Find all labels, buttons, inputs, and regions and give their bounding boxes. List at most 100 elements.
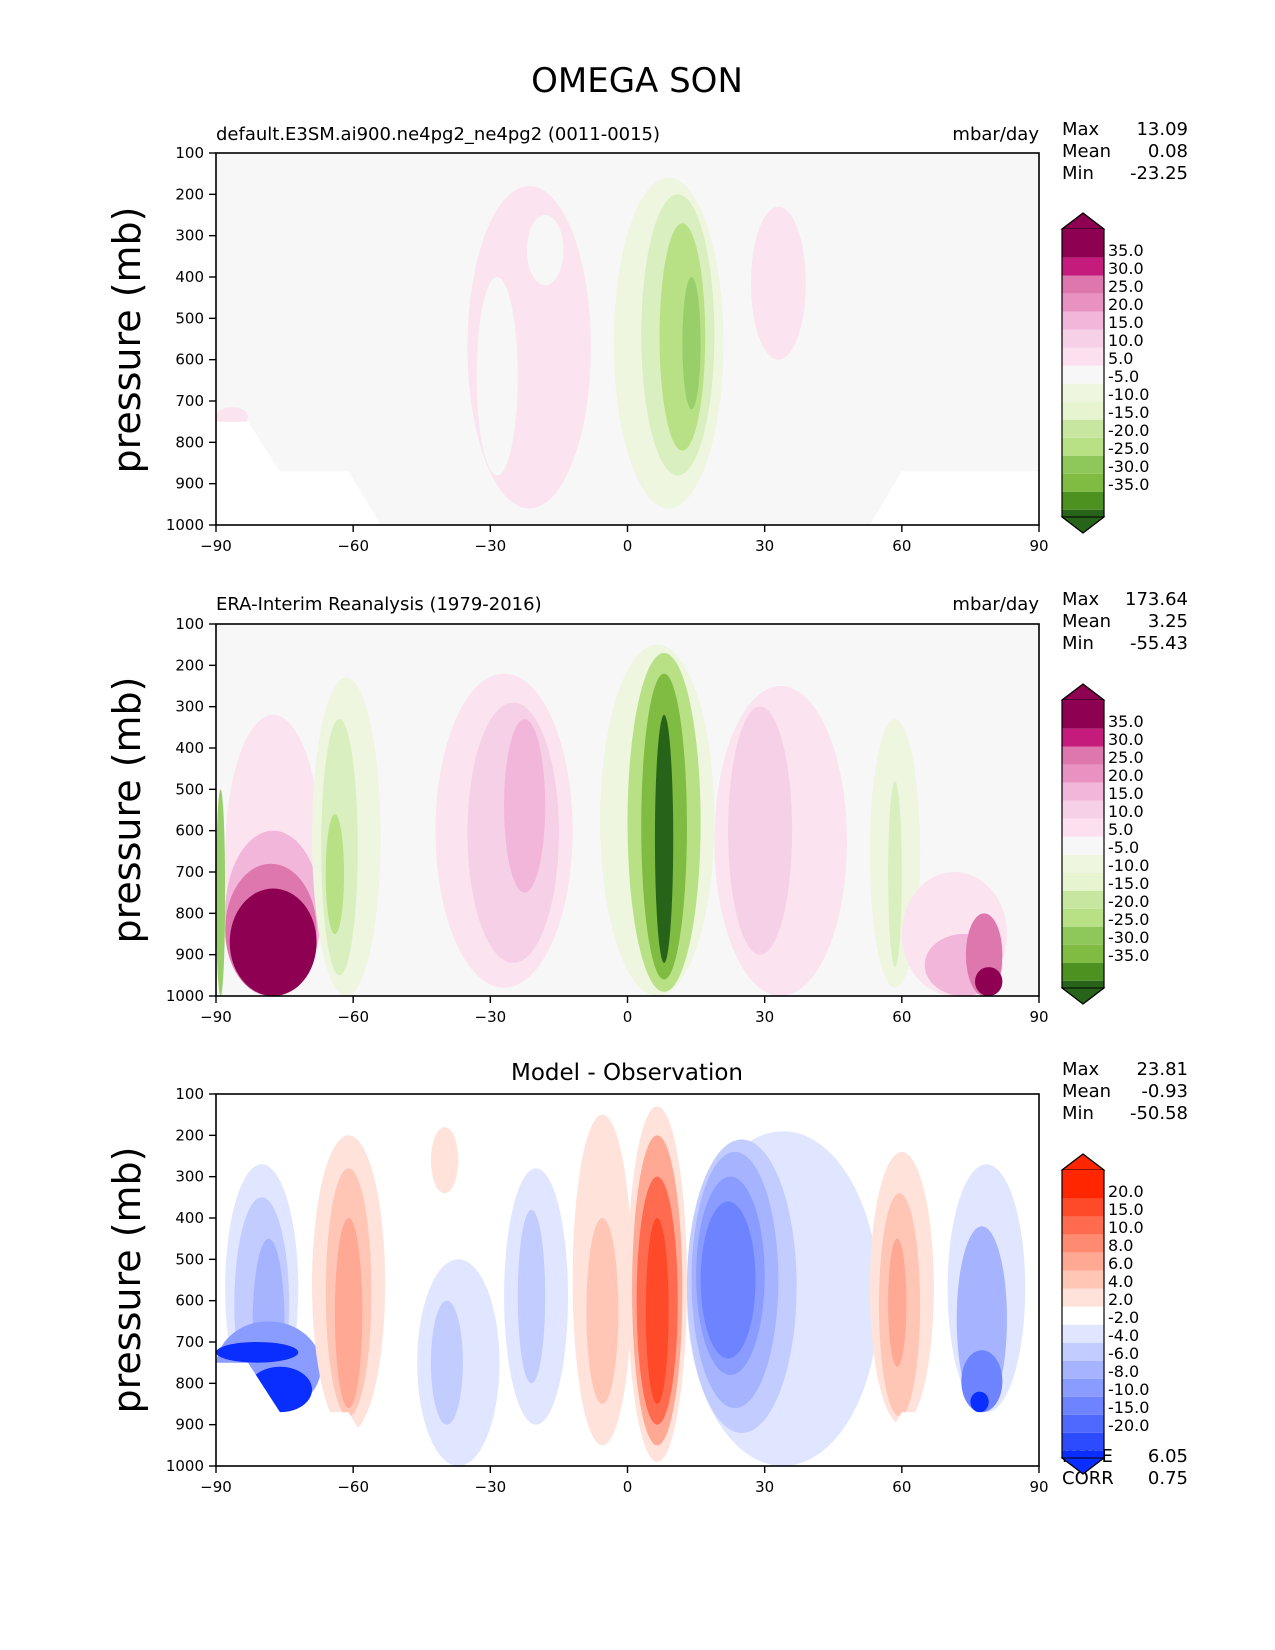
colorbar-tick-label: -5.0 [1108,838,1139,857]
panel-2-xtick-label: 60 [892,1008,911,1026]
colorbar-tick-label: -15.0 [1108,874,1149,893]
colorbar-swatch [1062,1360,1104,1379]
colorbar-swatch [1062,437,1104,456]
colorbar-tick-label: 10.0 [1108,802,1144,821]
panel-1-xtick-label: 0 [623,537,633,555]
panel-3-contour-30 [961,1350,1003,1413]
panel-3-topography-mask-1 [869,1412,1039,1466]
panel-1-ytick-label: 200 [175,185,204,203]
panel-2-ytick-label: 700 [175,863,204,881]
panel-1-contours [216,177,806,509]
panel-1-contour-1 [476,277,518,476]
panel-3-contour-10 [430,1300,463,1425]
panel-1-colorbar: 35.030.025.020.015.010.05.0-5.0-10.0-15.… [1060,212,1149,534]
panel-3-ytick-label: 1000 [166,1457,204,1475]
colorbar-swatch [1062,311,1104,330]
panel-3-ytick-label: 400 [175,1209,204,1227]
panel-2-contour-4 [216,789,226,996]
colorbar-tick-label: 25.0 [1108,277,1144,296]
colorbar-tick-label: 5.0 [1108,349,1133,368]
colorbar-tick-label: -10.0 [1108,385,1149,404]
colorbar-frame [1061,1153,1105,1475]
colorbar-tick-label: -20.0 [1108,1416,1149,1435]
colorbar-tick-label: -25.0 [1108,910,1149,929]
colorbar-tick-label: 15.0 [1108,784,1144,803]
panel-2-xtick-label: −60 [337,1008,369,1026]
panel-2-contour-22 [974,967,1003,996]
colorbar-swatch [1062,908,1104,927]
colorbar-swatch [1062,455,1104,474]
panel-3-stat-min-value: -50.58 [1130,1103,1188,1124]
panel-2-contour-10 [504,719,546,893]
colorbar-swatch [1062,1396,1104,1415]
colorbar-tick-label: -4.0 [1108,1326,1139,1345]
panel-3-xtick-label: −30 [475,1478,507,1496]
panel-3-ytick-label: 900 [175,1416,204,1434]
colorbar-swatch [1062,275,1104,294]
panel-3-xtick-label: 90 [1029,1478,1048,1496]
colorbar-swatch [1062,1216,1104,1235]
panel-2-y-ticks: 100 200 300 400 500 600 700 800 900 1000 [166,615,216,1005]
panel-2-ytick-label: 1000 [166,987,204,1005]
panel-1-units: mbar/day [952,124,1039,145]
panel-2-ytick-label: 100 [175,615,204,633]
panel-1-ytick-label: 400 [175,268,204,286]
panel-2-stat-max-value: 173.64 [1125,589,1188,610]
colorbar-swatch [1062,944,1104,963]
colorbar-tick-label: -15.0 [1108,403,1149,422]
colorbar-swatch [1062,1170,1104,1199]
panel-2-xtick-label: 90 [1029,1008,1048,1026]
colorbar-tick-label: 35.0 [1108,712,1144,731]
panel-2-ytick-label: 800 [175,904,204,922]
panel-3-x-ticks: −90 −60 −30 0 30 60 90 [200,1466,1049,1496]
colorbar-tick-label: -25.0 [1108,439,1149,458]
panel-1-title: default.E3SM.ai900.ne4pg2_ne4pg2 (0011-0… [216,124,660,145]
panel-2-ytick-label: 300 [175,698,204,716]
panel-3-rmse-value: 6.05 [1148,1446,1188,1467]
colorbar-tick-label: -5.0 [1108,367,1139,386]
panel-3-ytick-label: 700 [175,1333,204,1351]
panel-3-ytick-label: 300 [175,1168,204,1186]
colorbar-tick-label: 4.0 [1108,1272,1133,1291]
colorbar-extend-max [1060,683,1106,701]
colorbar-swatch [1062,347,1104,366]
panel-2-x-ticks: −90 −60 −30 0 30 60 90 [200,996,1049,1026]
panel-2-ytick-label: 600 [175,822,204,840]
panel-3-contour-15 [586,1218,619,1404]
panel-3-contours [216,1106,1026,1466]
colorbar-tick-label: 25.0 [1108,748,1144,767]
colorbar-tick-label: 2.0 [1108,1290,1133,1309]
colorbar-tick-label: 10.0 [1108,331,1144,350]
colorbar-swatch [1062,1252,1104,1271]
panel-1-ytick-label: 100 [175,144,204,162]
panel-2-colorbar: 35.030.025.020.015.010.05.0-5.0-10.0-15.… [1060,683,1149,1005]
colorbar-tick-label: 30.0 [1108,730,1144,749]
colorbar-extend-max [1060,212,1106,230]
panel-1-stat-max-label: Max [1062,119,1100,140]
panel-1-stat-min-label: Min [1062,163,1094,184]
colorbar-tick-label: -30.0 [1108,457,1149,476]
panel-2-title: ERA-Interim Reanalysis (1979-2016) [216,594,542,615]
panel-1-contour-8 [216,407,249,426]
panel-3-corr-value: 0.75 [1148,1468,1188,1489]
panel-2-contour-14 [654,714,674,963]
panel-1-stat-min-value: -23.25 [1130,163,1188,184]
colorbar-swatch [1062,491,1104,510]
panel-3-xtick-label: −90 [200,1478,232,1496]
panel-1-y-ticks: 100 200 300 400 500 600 700 800 900 1000 [166,144,216,534]
panel-2-contours [216,644,1007,996]
panel-3-contour-12 [517,1209,546,1384]
panel-3-stat-mean-label: Mean [1062,1081,1111,1102]
panel-3-ytick-label: 800 [175,1374,204,1392]
panel-3-contour-8 [334,1218,363,1409]
panel-1-ytick-label: 500 [175,309,204,327]
panel-2-contour-3 [229,888,317,996]
colorbar-swatch [1062,473,1104,492]
colorbar-swatch [1062,229,1104,258]
panel-3-contour-4 [216,1342,299,1363]
panel-1-contour-6 [682,277,701,410]
colorbar-swatch [1062,764,1104,783]
panel-2-xtick-label: 0 [623,1008,633,1026]
panel-2-xtick-label: 30 [755,1008,774,1026]
colorbar-tick-label: -15.0 [1108,1398,1149,1417]
